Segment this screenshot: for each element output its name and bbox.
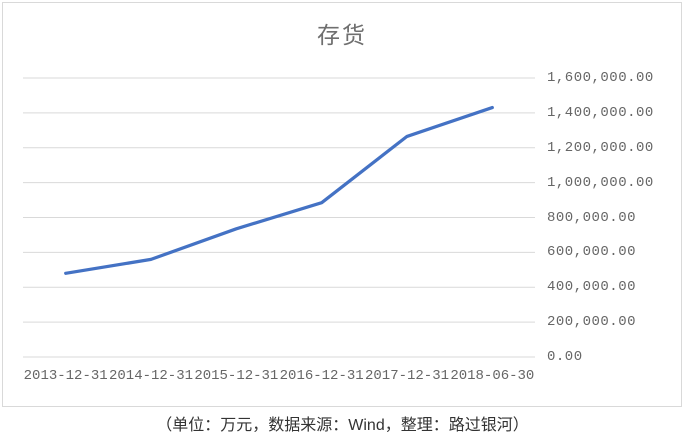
y-tick-label: 1,400,000.00 <box>547 104 654 121</box>
y-tick-label: 0.00 <box>547 349 583 365</box>
line-chart-plot <box>23 77 535 358</box>
y-tick-label: 1,200,000.00 <box>547 139 654 156</box>
x-tick-label: 2017-12-31 <box>364 368 450 384</box>
y-tick-label: 1,000,000.00 <box>547 174 654 191</box>
y-tick-label: 400,000.00 <box>547 279 637 296</box>
y-tick-label: 800,000.00 <box>547 209 637 226</box>
source-caption: （单位：万元，数据来源：Wind，整理：路过银河） <box>156 417 529 434</box>
x-tick-label: 2014-12-31 <box>108 368 194 384</box>
x-tick-label: 2013-12-31 <box>23 368 108 384</box>
y-tick-label: 1,600,000.00 <box>547 70 654 86</box>
chart-title: 存货 <box>317 23 367 49</box>
chart-container: 存货 0.00 200,000.00 400,000.00 600,000.00 800… <box>2 2 682 407</box>
x-tick-label: 2015-12-31 <box>194 368 279 384</box>
x-tick-label: 2018-06-30 <box>450 368 535 384</box>
series-line <box>64 105 494 275</box>
y-tick-label: 200,000.00 <box>547 314 637 331</box>
x-tick-label: 2016-12-31 <box>279 368 364 384</box>
y-tick-label: 600,000.00 <box>547 244 637 261</box>
